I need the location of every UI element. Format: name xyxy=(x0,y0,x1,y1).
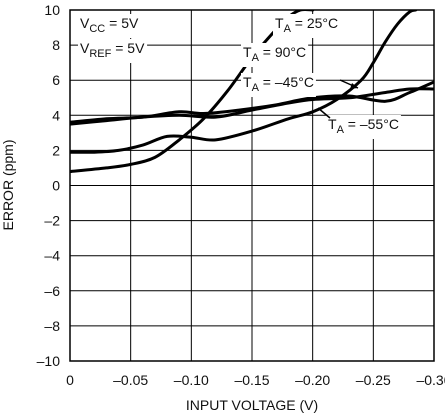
y-tick-label: –4 xyxy=(44,248,60,264)
svg-text:TA = 25°C: TA = 25°C xyxy=(275,15,338,35)
y-tick-label: –10 xyxy=(37,353,61,369)
svg-text:TA = 90°C: TA = 90°C xyxy=(243,44,306,64)
leader-line-minus55c xyxy=(317,107,331,119)
y-tick-label: –6 xyxy=(44,283,60,299)
x-tick-label: –0.15 xyxy=(234,372,269,388)
y-tick-label: 6 xyxy=(52,72,60,88)
svg-text:TA = –55°C: TA = –55°C xyxy=(328,116,399,136)
series-label-ta-minus55c: TA = –55°C xyxy=(326,115,401,139)
condition-vcc-label: VCC = 5V xyxy=(78,14,141,38)
tick-labels: 0 –0.05 –0.10 –0.15 –0.20 –0.25 –0.30 –10 –8 –6 –4… xyxy=(37,2,445,388)
y-tick-label: 2 xyxy=(52,142,60,158)
y-tick-label: –2 xyxy=(44,213,60,229)
x-tick-label: –0.30 xyxy=(416,372,445,388)
series-label-ta-90c: TA = 90°C xyxy=(241,43,309,67)
condition-vref-label: VREF = 5V xyxy=(78,39,148,63)
y-tick-label: 4 xyxy=(52,107,60,123)
leader-arrow-minus45c xyxy=(350,83,358,89)
x-axis-label: INPUT VOLTAGE (V) xyxy=(186,397,318,413)
series-line-ta-55-c xyxy=(70,87,434,126)
x-tick-label: –0.25 xyxy=(356,372,391,388)
series-label-ta-25c: TA = 25°C xyxy=(273,14,341,38)
y-tick-label: 8 xyxy=(52,37,60,53)
y-tick-label: 0 xyxy=(52,178,60,194)
annotations: VCC = 5V VREF = 5V TA = 25°C TA = 90°C TA = … xyxy=(78,14,401,139)
series-label-ta-minus45c: TA = –45°C xyxy=(241,73,316,97)
svg-text:TA = –45°C: TA = –45°C xyxy=(243,74,314,94)
x-tick-label: –0.10 xyxy=(174,372,209,388)
svg-text:VCC = 5V: VCC = 5V xyxy=(80,15,139,35)
plot-frame xyxy=(69,9,435,362)
x-tick-label: –0.05 xyxy=(113,372,148,388)
y-tick-label: –8 xyxy=(44,318,60,334)
series-line-ta-90-c xyxy=(70,10,418,154)
y-tick-label: 10 xyxy=(44,2,60,18)
x-tick-label: –0.20 xyxy=(295,372,330,388)
y-axis-label: ERROR (ppm) xyxy=(0,139,16,230)
x-tick-label: 0 xyxy=(66,372,74,388)
